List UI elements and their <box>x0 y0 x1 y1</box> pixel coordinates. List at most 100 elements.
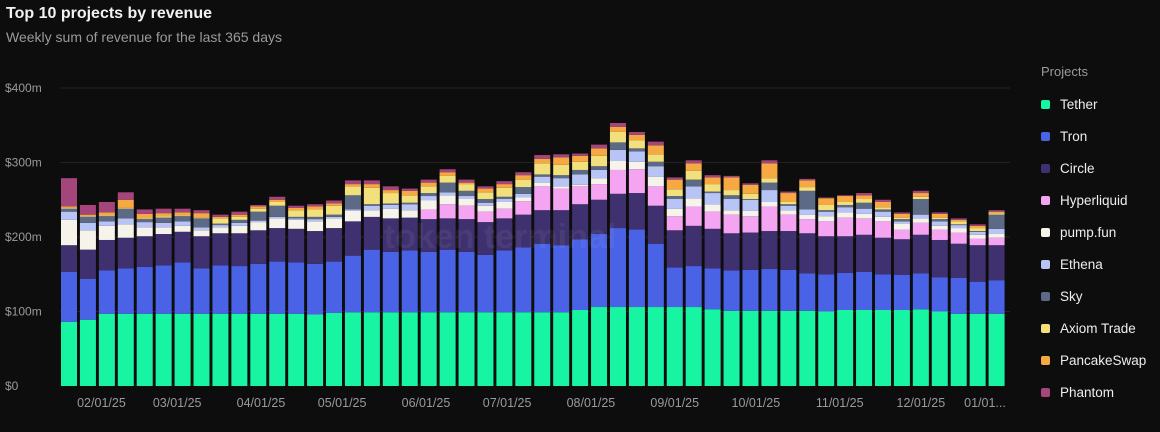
bar-segment-tron[interactable] <box>837 272 854 311</box>
bar-segment-hyperliquid[interactable] <box>439 204 456 219</box>
bar-segment-pump-fun[interactable] <box>628 161 645 170</box>
bar-segment-axiom-trade[interactable] <box>931 217 948 220</box>
bar-segment-sky[interactable] <box>950 224 967 226</box>
bar-segment-tether[interactable] <box>98 313 115 387</box>
legend-item-tether[interactable]: Tether <box>1041 88 1146 120</box>
bar-segment-ethena[interactable] <box>269 216 286 219</box>
bar-segment-tether[interactable] <box>534 312 551 386</box>
bar-segment-circle[interactable] <box>515 214 532 248</box>
bar-segment-axiom-trade[interactable] <box>780 201 797 205</box>
bar-segment-tron[interactable] <box>534 243 551 313</box>
bar-segment-tether[interactable] <box>155 313 172 387</box>
bar-segment-pump-fun[interactable] <box>534 182 551 187</box>
bar-segment-ethena[interactable] <box>117 218 134 225</box>
bar-segment-pump-fun[interactable] <box>477 205 494 212</box>
bar-segment-circle[interactable] <box>837 236 854 273</box>
bar-segment-pancakeswap[interactable] <box>761 163 778 179</box>
bar-segment-pancakeswap[interactable] <box>193 213 210 218</box>
bar-segment-sky[interactable] <box>136 219 153 223</box>
bar-segment-circle[interactable] <box>647 205 664 244</box>
bar-segment-tron[interactable] <box>420 251 437 313</box>
bar-segment-tether[interactable] <box>496 312 513 386</box>
bar-segment-pump-fun[interactable] <box>307 221 324 232</box>
bar-segment-ethena[interactable] <box>363 205 380 211</box>
bar-segment-ethena[interactable] <box>761 190 778 202</box>
bar-segment-phantom[interactable] <box>723 175 740 178</box>
bar-segment-tron[interactable] <box>79 278 96 320</box>
bar-segment-axiom-trade[interactable] <box>212 218 229 224</box>
bar-segment-pump-fun[interactable] <box>420 200 437 210</box>
bar-segment-tron[interactable] <box>572 239 589 311</box>
bar-segment-ethena[interactable] <box>439 192 456 196</box>
bar-segment-ethena[interactable] <box>420 196 437 201</box>
bar-segment-phantom[interactable] <box>307 204 324 207</box>
bar-segment-pump-fun[interactable] <box>155 227 172 235</box>
bar-segment-tron[interactable] <box>193 268 210 314</box>
bar-segment-phantom[interactable] <box>666 177 683 180</box>
bar-segment-axiom-trade[interactable] <box>288 210 305 217</box>
bar-segment-circle[interactable] <box>818 236 835 275</box>
bar-segment-tether[interactable] <box>136 313 153 387</box>
bar-segment-tron[interactable] <box>780 269 797 311</box>
bar-segment-pancakeswap[interactable] <box>174 212 191 216</box>
bar-segment-circle[interactable] <box>193 236 210 269</box>
bar-segment-axiom-trade[interactable] <box>837 201 854 205</box>
bar-segment-axiom-trade[interactable] <box>515 179 532 188</box>
bar-segment-circle[interactable] <box>98 239 115 271</box>
bar-segment-ethena[interactable] <box>931 221 948 226</box>
bar-segment-ethena[interactable] <box>98 221 115 226</box>
bar-segment-hyperliquid[interactable] <box>874 221 891 238</box>
bar-segment-tron[interactable] <box>477 254 494 313</box>
bar-segment-phantom[interactable] <box>401 188 418 191</box>
bar-segment-pump-fun[interactable] <box>231 225 248 234</box>
bar-segment-pancakeswap[interactable] <box>685 163 702 171</box>
bar-segment-tether[interactable] <box>439 312 456 386</box>
bar-segment-pump-fun[interactable] <box>212 227 229 234</box>
bar-segment-axiom-trade[interactable] <box>818 204 835 211</box>
bar-segment-circle[interactable] <box>363 216 380 250</box>
legend-item-pancakeswap[interactable]: PancakeSwap <box>1041 344 1146 376</box>
bar-segment-pump-fun[interactable] <box>98 225 115 240</box>
bar-segment-phantom[interactable] <box>799 178 816 181</box>
bar-segment-pump-fun[interactable] <box>723 210 740 215</box>
bar-segment-circle[interactable] <box>799 233 816 274</box>
bar-segment-ethena[interactable] <box>609 149 626 162</box>
bar-segment-tron[interactable] <box>155 265 172 314</box>
bar-segment-tether[interactable] <box>344 312 361 386</box>
bar-segment-phantom[interactable] <box>212 214 229 217</box>
bar-segment-ethena[interactable] <box>477 202 494 206</box>
bar-segment-pump-fun[interactable] <box>401 210 418 218</box>
bar-segment-axiom-trade[interactable] <box>117 207 134 209</box>
bar-segment-hyperliquid[interactable] <box>893 229 910 240</box>
bar-segment-pancakeswap[interactable] <box>553 157 570 165</box>
bar-segment-hyperliquid[interactable] <box>591 184 608 200</box>
bar-segment-circle[interactable] <box>61 245 77 273</box>
bar-segment-tether[interactable] <box>269 313 286 387</box>
bar-segment-sky[interactable] <box>647 161 664 167</box>
bar-segment-circle[interactable] <box>250 230 267 264</box>
bar-segment-phantom[interactable] <box>326 200 343 204</box>
bar-segment-tether[interactable] <box>799 310 816 386</box>
bar-segment-tron[interactable] <box>723 270 740 311</box>
bar-segment-circle[interactable] <box>931 239 948 278</box>
bar-segment-pancakeswap[interactable] <box>269 199 286 202</box>
bar-segment-circle[interactable] <box>117 237 134 269</box>
bar-segment-sky[interactable] <box>893 219 910 222</box>
bar-segment-tether[interactable] <box>742 310 759 386</box>
bar-segment-ethena[interactable] <box>344 209 361 211</box>
bar-segment-pancakeswap[interactable] <box>515 175 532 180</box>
bar-segment-sky[interactable] <box>117 208 134 219</box>
bar-segment-pump-fun[interactable] <box>685 198 702 207</box>
bar-segment-sky[interactable] <box>572 169 589 175</box>
bar-segment-sky[interactable] <box>534 174 551 177</box>
bar-segment-circle[interactable] <box>912 234 929 274</box>
bar-segment-phantom[interactable] <box>174 208 191 213</box>
bar-segment-tether[interactable] <box>553 312 570 386</box>
bar-segment-sky[interactable] <box>609 142 626 150</box>
bar-segment-sky[interactable] <box>515 187 532 194</box>
bar-segment-axiom-trade[interactable] <box>496 187 513 197</box>
bar-segment-axiom-trade[interactable] <box>174 215 191 217</box>
bar-segment-axiom-trade[interactable] <box>477 192 494 200</box>
bar-segment-circle[interactable] <box>893 239 910 275</box>
bar-segment-pancakeswap[interactable] <box>439 172 456 176</box>
